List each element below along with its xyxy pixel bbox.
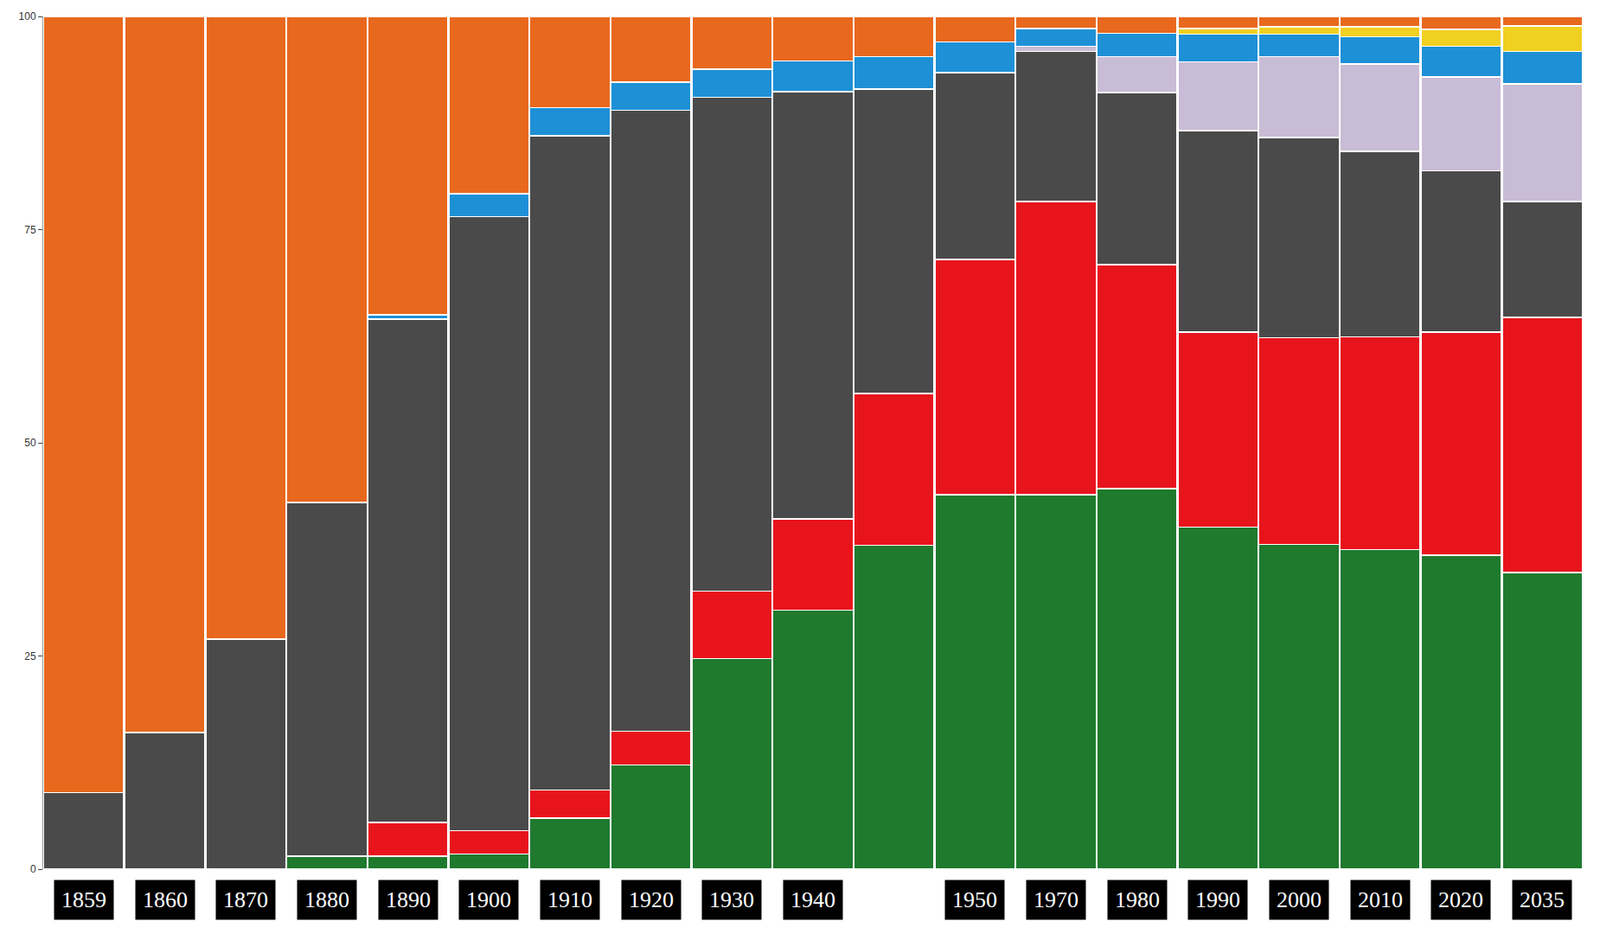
svg-text:1880: 1880 xyxy=(304,887,350,913)
svg-text:1950: 1950 xyxy=(952,887,998,913)
svg-text:1930: 1930 xyxy=(709,887,755,913)
svg-text:1980: 1980 xyxy=(1114,887,1160,913)
svg-text:1920: 1920 xyxy=(628,887,674,913)
svg-text:1860: 1860 xyxy=(142,887,188,913)
svg-text:75: 75 xyxy=(24,224,37,237)
svg-text:100: 100 xyxy=(19,10,37,23)
svg-text:50: 50 xyxy=(24,436,37,449)
svg-text:0: 0 xyxy=(30,863,37,876)
svg-text:1990: 1990 xyxy=(1195,887,1241,913)
svg-text:1910: 1910 xyxy=(547,887,593,913)
svg-text:25: 25 xyxy=(24,650,37,663)
svg-text:2010: 2010 xyxy=(1357,887,1403,913)
svg-text:2020: 2020 xyxy=(1438,887,1484,913)
svg-text:2000: 2000 xyxy=(1276,887,1322,913)
svg-text:1900: 1900 xyxy=(466,887,512,913)
svg-text:2035: 2035 xyxy=(1519,887,1565,913)
svg-text:1859: 1859 xyxy=(61,887,107,913)
svg-text:1940: 1940 xyxy=(790,887,836,913)
svg-text:1870: 1870 xyxy=(223,887,269,913)
svg-text:1890: 1890 xyxy=(385,887,431,913)
svg-text:1970: 1970 xyxy=(1033,887,1079,913)
